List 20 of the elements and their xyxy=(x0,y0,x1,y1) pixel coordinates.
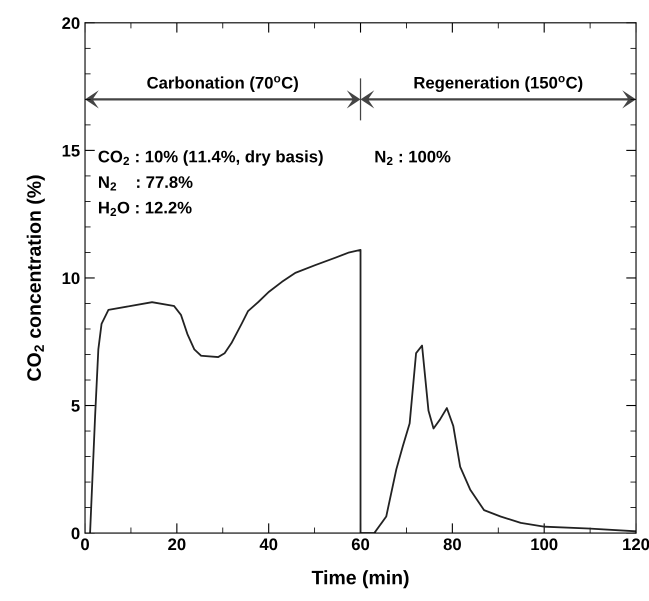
x-tick-label: 120 xyxy=(623,538,649,550)
text: N$_{2}$ : 77.8% xyxy=(98,176,193,190)
y-tick-label: 15 xyxy=(62,144,80,157)
x-tick-label: 100 xyxy=(531,538,558,550)
x-tick-label: 0 xyxy=(81,538,89,550)
x-tick-label: 20 xyxy=(168,538,186,550)
y-tick-label: 0 xyxy=(72,527,80,540)
y-tick-label: 5 xyxy=(71,400,80,412)
y-tick-label: 20 xyxy=(62,17,80,30)
annotation: Regeneration (150$^{o}$C) xyxy=(414,76,582,92)
x-tick-label: 80 xyxy=(444,538,461,550)
annotation: CO$_{2}$ : 10% (11.4%, dry basis) xyxy=(98,150,323,166)
y-tick-label: 10 xyxy=(62,272,80,284)
x-tick-label: 40 xyxy=(260,538,278,550)
y-axis-title: CO$_{2}$ concentration (%) xyxy=(26,175,45,381)
x-axis-title: Time (min) xyxy=(312,570,409,588)
annotation: Carbonation (70$^{o}$C) xyxy=(147,76,298,92)
annotation: N$_{2}$ : 100% xyxy=(375,150,450,165)
annotation: H$_{2}$O : 12.2% xyxy=(98,202,192,216)
x-tick-label: 60 xyxy=(352,538,370,550)
